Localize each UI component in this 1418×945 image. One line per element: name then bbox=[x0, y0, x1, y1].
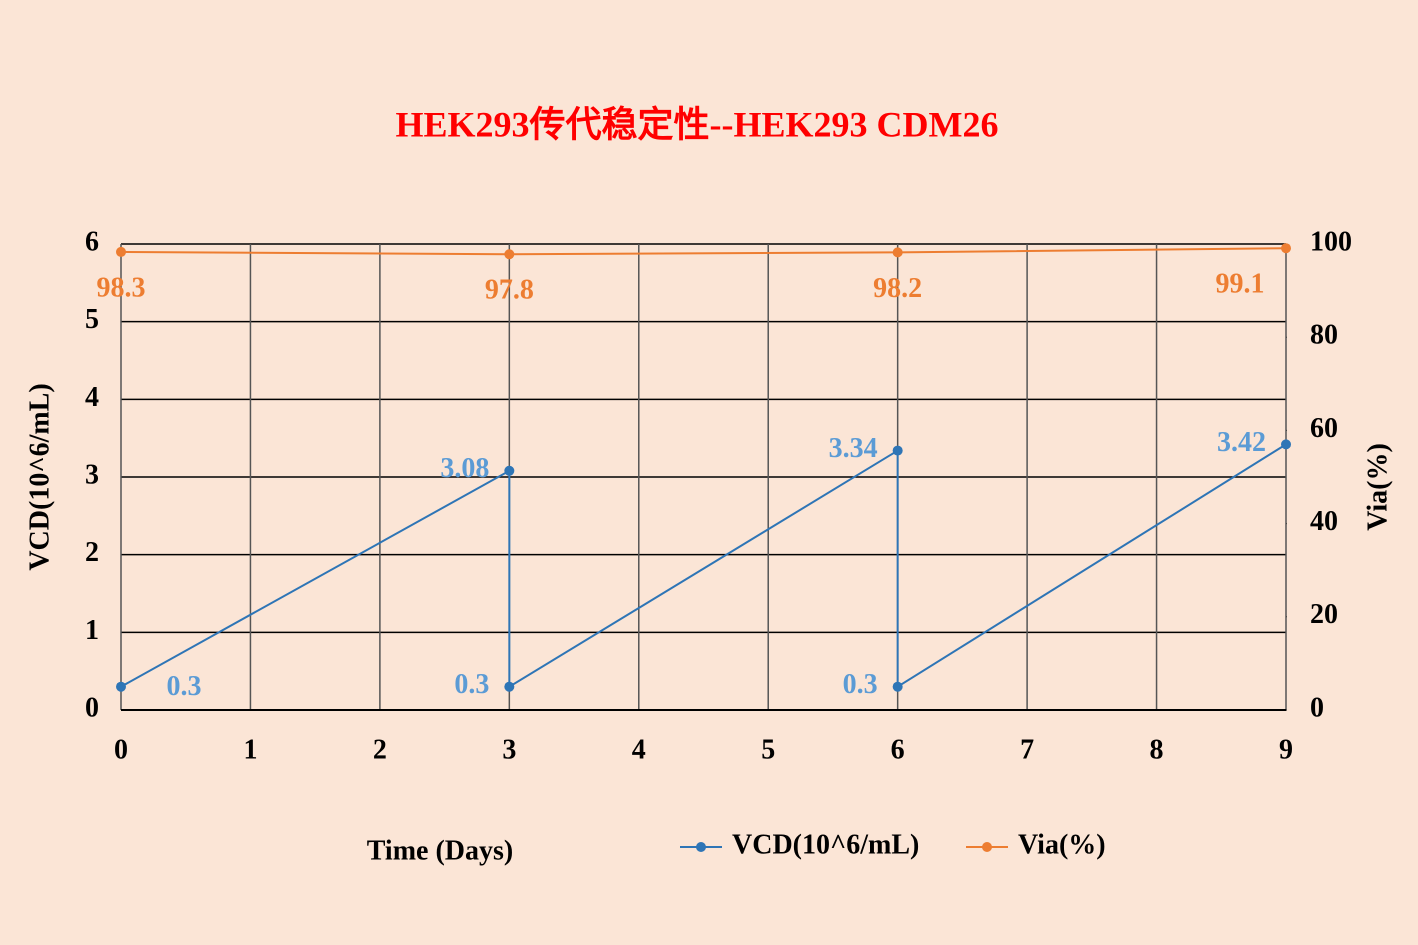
point bbox=[1281, 439, 1291, 450]
point bbox=[892, 445, 903, 456]
legend-marker bbox=[696, 842, 706, 852]
x-tick-label: 7 bbox=[1020, 734, 1034, 765]
y2-tick-label: 100 bbox=[1310, 226, 1352, 257]
legend-label: Via(%) bbox=[1018, 829, 1106, 860]
y-tick-label: 5 bbox=[85, 304, 99, 335]
data-label: 97.8 bbox=[485, 275, 534, 306]
point bbox=[116, 246, 126, 257]
x-tick-label: 4 bbox=[632, 734, 646, 765]
y-tick-label: 2 bbox=[85, 537, 99, 568]
point bbox=[892, 247, 903, 258]
point bbox=[504, 681, 515, 692]
point bbox=[504, 465, 515, 476]
legend-label: VCD(10^6/mL) bbox=[732, 829, 919, 860]
data-label: 98.3 bbox=[97, 272, 146, 303]
y2-tick-label: 80 bbox=[1310, 320, 1338, 351]
y2-tick-label: 40 bbox=[1310, 506, 1338, 537]
y2-tick-label: 20 bbox=[1310, 599, 1338, 630]
y2-tick-label: 60 bbox=[1310, 413, 1338, 444]
y-axis-title: VCD(10^6/mL) bbox=[24, 383, 55, 570]
data-label: 3.42 bbox=[1217, 427, 1266, 458]
x-tick-label: 0 bbox=[114, 734, 128, 765]
y-tick-label: 0 bbox=[85, 692, 99, 723]
data-label: 0.3 bbox=[843, 669, 878, 700]
y2-axis-title: Via(%) bbox=[1362, 443, 1393, 531]
y-tick-label: 3 bbox=[85, 459, 99, 490]
data-label: 0.3 bbox=[454, 669, 489, 700]
series-line bbox=[120, 247, 1287, 256]
x-tick-label: 2 bbox=[373, 734, 387, 765]
point bbox=[504, 249, 515, 260]
data-label: 3.34 bbox=[829, 433, 878, 464]
point bbox=[1281, 243, 1291, 254]
chart-title: HEK293传代稳定性--HEK293 CDM26 bbox=[396, 104, 999, 144]
x-tick-label: 1 bbox=[243, 734, 257, 765]
legend-marker bbox=[982, 842, 992, 852]
x-tick-label: 5 bbox=[761, 734, 775, 765]
y-tick-label: 4 bbox=[85, 382, 99, 413]
x-tick-label: 9 bbox=[1279, 734, 1293, 765]
data-label: 99.1 bbox=[1216, 269, 1265, 300]
point bbox=[892, 681, 903, 692]
x-tick-label: 6 bbox=[891, 734, 905, 765]
y-tick-label: 6 bbox=[85, 226, 99, 257]
y2-tick-label: 0 bbox=[1310, 692, 1324, 723]
x-tick-label: 8 bbox=[1150, 734, 1164, 765]
data-label: 3.08 bbox=[440, 453, 489, 484]
data-label: 0.3 bbox=[167, 671, 202, 702]
data-label: 98.2 bbox=[873, 273, 922, 304]
point bbox=[116, 681, 126, 692]
series-line bbox=[120, 443, 1287, 689]
x-axis-title: Time (Days) bbox=[367, 835, 513, 866]
x-tick-label: 3 bbox=[502, 734, 516, 765]
y-tick-label: 1 bbox=[85, 615, 99, 646]
